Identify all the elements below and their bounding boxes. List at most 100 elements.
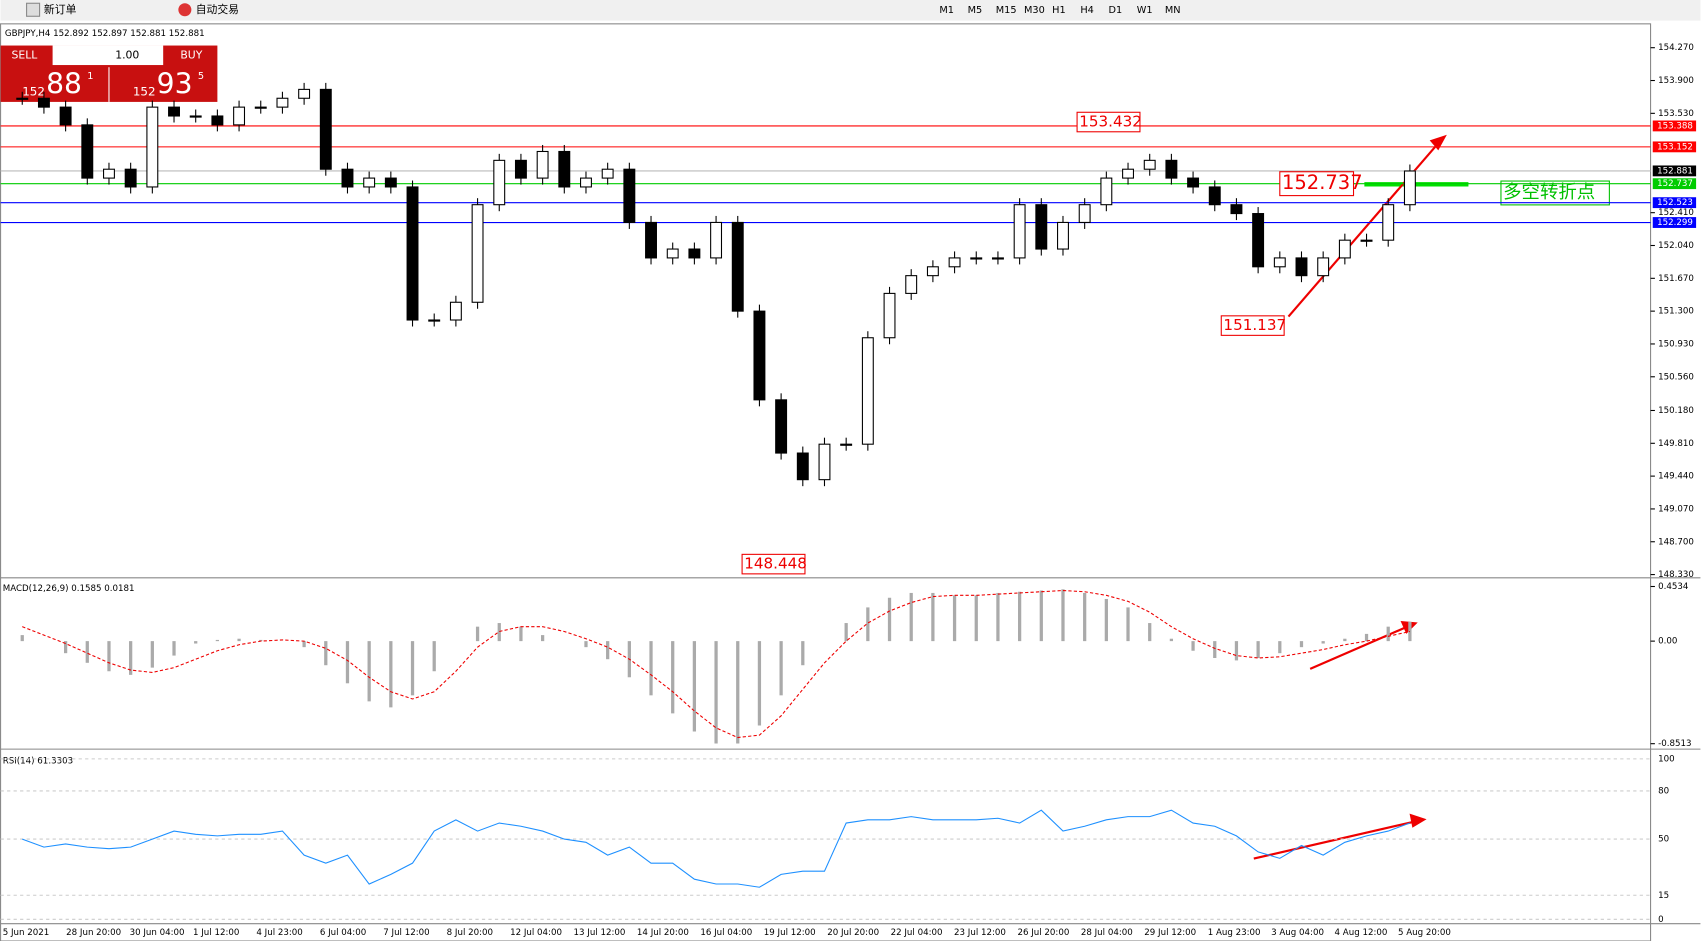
candle	[645, 221, 657, 259]
new-order-icon[interactable]	[26, 2, 41, 17]
candle	[926, 266, 939, 277]
timeframe-button[interactable]: M15	[996, 5, 1017, 16]
candle	[1165, 159, 1178, 179]
price-annotation: 148.448	[744, 555, 807, 573]
candle	[16, 97, 29, 100]
time-label: 6 Jul 04:00	[320, 928, 366, 938]
time-label: 29 Jul 12:00	[1144, 928, 1196, 938]
candle	[233, 106, 246, 126]
timeframe-button[interactable]: M1	[939, 5, 954, 16]
price-tick-label: 149.440	[1658, 472, 1694, 482]
auto-trade-icon[interactable]	[178, 3, 192, 17]
candle	[731, 221, 744, 312]
price-tick-label: 151.300	[1658, 307, 1694, 317]
candle	[861, 337, 874, 445]
time-label: 5 Aug 20:00	[1398, 928, 1451, 938]
time-label: 4 Aug 12:00	[1335, 928, 1388, 938]
price-annotation-box	[1279, 171, 1355, 197]
candle	[601, 168, 614, 179]
level-label: 152.881	[1657, 166, 1693, 176]
macd-arrow	[1309, 624, 1411, 670]
price-tick-label: 154.270	[1658, 43, 1694, 53]
candle	[124, 168, 137, 188]
candle	[384, 177, 397, 188]
candle	[991, 257, 1004, 260]
candle	[1100, 177, 1113, 206]
time-label: 12 Jul 04:00	[510, 928, 562, 938]
candle	[471, 204, 484, 303]
price-annotation-box	[1220, 315, 1285, 336]
time-label: 8 Jul 20:00	[447, 928, 493, 938]
level-tag	[1652, 120, 1697, 132]
rsi-tick-label: 15	[1658, 891, 1669, 901]
price-annotation-box	[1076, 111, 1141, 133]
candle	[1230, 204, 1243, 215]
candle	[883, 292, 896, 339]
time-label: 19 Jul 12:00	[764, 928, 816, 938]
arrow-head	[1429, 134, 1447, 151]
time-label: 30 Jun 04:00	[130, 928, 185, 938]
timeframe-button[interactable]: M5	[968, 5, 983, 16]
macd-tick-label: -0.8513	[1658, 739, 1691, 749]
candle	[536, 150, 549, 179]
ask-main: 93	[157, 68, 193, 101]
price-annotation: 151.137	[1223, 316, 1286, 334]
price-tick-label: 150.180	[1658, 406, 1694, 416]
level-label: 152.737	[1657, 179, 1693, 189]
time-label: 16 Jul 04:00	[700, 928, 752, 938]
candle	[254, 106, 267, 109]
rsi-tick-label: 100	[1658, 754, 1675, 764]
rsi-tick-label: 0	[1658, 915, 1664, 925]
price-tick-label: 150.560	[1658, 372, 1694, 382]
candle	[59, 106, 72, 126]
candle	[1143, 159, 1156, 170]
time-label: 13 Jul 12:00	[574, 928, 626, 938]
level-tag	[1652, 217, 1697, 228]
candle	[1360, 239, 1373, 242]
buy-button[interactable]: BUY	[180, 48, 202, 61]
macd-tick-label: 0.4534	[1658, 582, 1689, 592]
auto-trade[interactable]: 自动交易	[196, 2, 239, 16]
timeframe-button[interactable]: H1	[1052, 5, 1066, 16]
candle	[168, 106, 180, 117]
level-tag	[1652, 165, 1697, 177]
candle	[905, 275, 918, 294]
macd-label: MACD(12,26,9) 0.1585 0.0181	[3, 584, 135, 594]
candle	[428, 319, 441, 322]
timeframe-button[interactable]: MN	[1165, 5, 1181, 16]
candle	[406, 186, 419, 321]
time-label: 23 Jul 12:00	[954, 928, 1006, 938]
candle	[363, 177, 376, 188]
lot-box[interactable]	[52, 45, 164, 66]
price-tick-label: 152.040	[1658, 241, 1694, 251]
candle	[558, 150, 571, 188]
level-label: 152.523	[1657, 198, 1693, 208]
candle	[796, 452, 809, 481]
toolbar	[0, 0, 1701, 21]
bid-big: 152	[22, 85, 45, 99]
time-label: 1 Aug 23:00	[1208, 928, 1261, 938]
chart-area	[0, 23, 1652, 942]
candle	[298, 88, 311, 99]
candle	[449, 301, 462, 321]
candle	[818, 443, 831, 481]
price-tick-label: 153.530	[1658, 109, 1694, 119]
timeframe-button[interactable]: M30	[1024, 5, 1045, 16]
signal-line	[22, 589, 1411, 739]
sell-button[interactable]: SELL	[12, 48, 38, 61]
timeframe-button[interactable]: H4	[1080, 5, 1094, 16]
new-order[interactable]: 新订单	[44, 2, 77, 16]
candle	[319, 88, 332, 170]
timeframe-button[interactable]: W1	[1137, 5, 1153, 16]
candle	[189, 115, 202, 118]
candle	[775, 399, 788, 454]
price-tick-label: 153.900	[1658, 76, 1694, 86]
lot-size[interactable]: 1.00	[115, 48, 139, 61]
candle	[103, 168, 115, 179]
bid-main: 88	[46, 68, 82, 101]
ask-big: 152	[133, 85, 156, 99]
bid-small: 1	[87, 71, 93, 82]
timeframe-button[interactable]: D1	[1109, 5, 1123, 16]
